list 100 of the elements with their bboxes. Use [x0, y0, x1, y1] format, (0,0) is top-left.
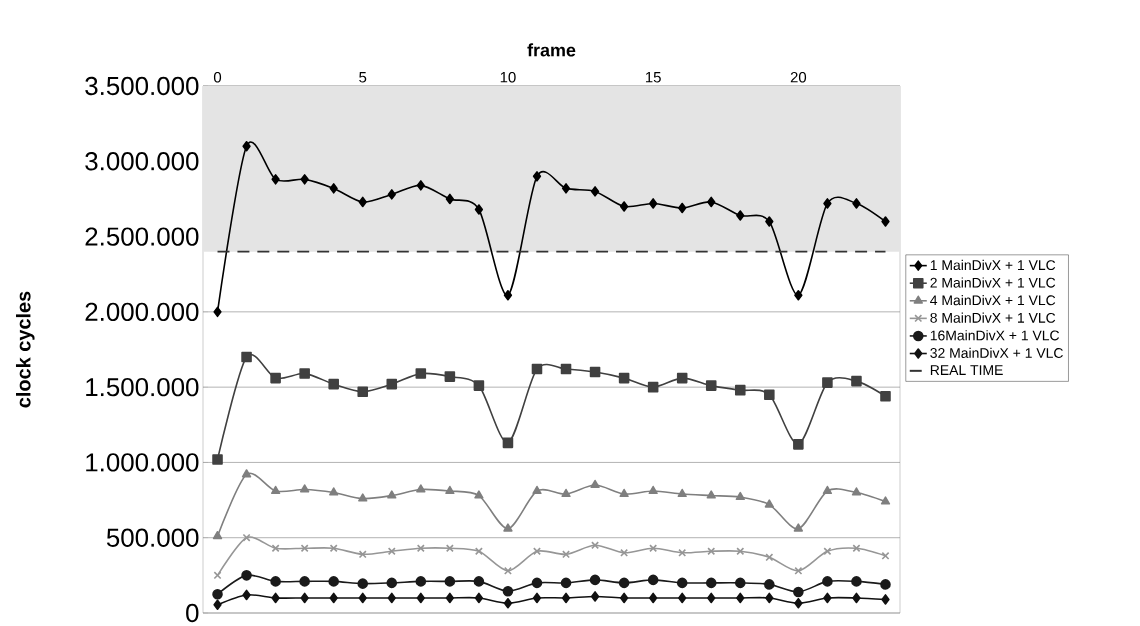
- point: [416, 544, 425, 553]
- point: [735, 491, 745, 501]
- point: [707, 592, 716, 604]
- point: [589, 366, 601, 378]
- point: [445, 544, 454, 553]
- point: [415, 368, 427, 379]
- point: [590, 479, 600, 489]
- point: [358, 592, 367, 604]
- point: [736, 210, 745, 221]
- point: [734, 577, 746, 589]
- point: [473, 576, 485, 587]
- point: [445, 592, 455, 604]
- point: [765, 592, 774, 604]
- point: [473, 380, 485, 391]
- point: [532, 592, 542, 604]
- x-tick-label: 20: [790, 71, 807, 83]
- point: [794, 597, 803, 609]
- point: [241, 351, 252, 363]
- y-tick-label: 1.500.000: [86, 377, 199, 397]
- point: [736, 547, 745, 556]
- point: [386, 577, 398, 589]
- y-tick-label: 3.000.000: [85, 152, 199, 171]
- point: [764, 499, 774, 508]
- x-tick-label: 5: [359, 72, 367, 83]
- point: [242, 589, 251, 601]
- point: [590, 591, 600, 602]
- point: [649, 544, 658, 553]
- point: [358, 493, 368, 502]
- legend-label: 1 MainDivX + 1 VLC: [930, 259, 1056, 271]
- point: [705, 380, 717, 391]
- y-tick-label: 500.000: [106, 528, 199, 547]
- y-tick-label: 1.000.000: [86, 453, 199, 472]
- point: [618, 577, 630, 589]
- point: [444, 576, 456, 587]
- point: [880, 390, 891, 402]
- x-tick-label: 0: [213, 71, 222, 83]
- point: [270, 576, 281, 587]
- point: [328, 378, 339, 390]
- legend-label: 2 MainDivX + 1 VLC: [930, 277, 1056, 288]
- point: [765, 216, 774, 227]
- y-tick-label: 2.500.000: [85, 227, 199, 246]
- point: [386, 378, 398, 390]
- legend-label: REAL TIME: [930, 365, 1003, 375]
- point: [648, 485, 658, 495]
- point: [387, 189, 396, 200]
- point: [387, 592, 396, 604]
- point: [852, 592, 861, 604]
- point: [851, 375, 862, 387]
- point: [647, 574, 659, 586]
- point: [241, 469, 252, 478]
- point: [212, 454, 223, 465]
- point: [445, 485, 455, 495]
- x-axis-title: frame: [527, 43, 576, 57]
- y-tick-label: 2.000.000: [85, 302, 199, 322]
- point: [764, 389, 775, 400]
- x-tick-label: 15: [645, 72, 661, 83]
- point: [793, 523, 804, 532]
- point: [706, 490, 716, 499]
- point: [212, 588, 223, 600]
- point: [647, 381, 659, 393]
- point: [619, 201, 629, 212]
- point: [416, 592, 425, 604]
- point: [329, 487, 339, 496]
- point: [648, 592, 658, 604]
- point: [444, 371, 456, 382]
- y-tick-label: 3.500.000: [85, 76, 199, 96]
- point: [531, 577, 543, 589]
- point: [387, 547, 396, 556]
- point: [561, 592, 571, 604]
- point: [619, 592, 629, 604]
- point: [416, 484, 426, 493]
- point: [502, 437, 514, 449]
- point: [734, 384, 746, 396]
- point: [213, 306, 222, 318]
- point: [445, 193, 455, 205]
- point: [300, 592, 309, 604]
- point: [678, 548, 687, 557]
- point: [881, 594, 890, 605]
- point: [822, 485, 833, 495]
- point: [707, 196, 716, 208]
- point: [880, 579, 891, 590]
- point: [648, 198, 658, 209]
- point: [822, 377, 833, 388]
- point: [881, 216, 890, 227]
- point: [329, 183, 338, 194]
- point: [299, 484, 310, 493]
- point: [358, 196, 367, 208]
- x-tick-label: 10: [500, 71, 516, 83]
- y-axis-title: clock cycles: [15, 291, 35, 408]
- point: [474, 592, 484, 604]
- point: [358, 550, 367, 559]
- point: [676, 577, 688, 589]
- legend-label: 4 MainDivX + 1 VLC: [930, 294, 1056, 306]
- point: [618, 372, 630, 384]
- point: [503, 597, 513, 609]
- legend-label: 16MainDivX + 1 VLC: [930, 330, 1060, 341]
- point: [300, 174, 309, 185]
- point: [531, 363, 543, 375]
- point: [357, 386, 369, 397]
- legend-label: 8 MainDivX + 1 VLC: [930, 312, 1056, 323]
